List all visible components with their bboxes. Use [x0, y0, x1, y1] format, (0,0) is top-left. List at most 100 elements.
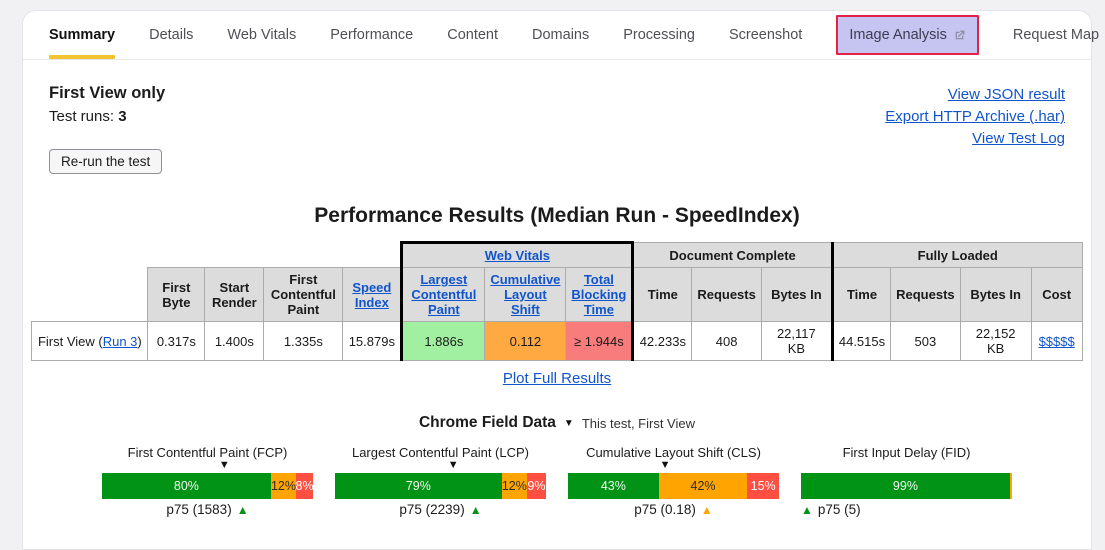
lcp-value: 1.886s — [400, 321, 486, 361]
table-group-header-row: Web Vitals Document Complete Fully Loade… — [32, 241, 1083, 268]
distribution-bar: 43% 42% 15% — [568, 473, 779, 499]
col-total-blocking-time: Total Blocking Time — [565, 267, 635, 322]
distribution-segment-good: 80% — [102, 473, 271, 499]
lcp-distribution-chart: Largest Contentful Paint (LCP) ▼ 79% 12% 9… — [335, 445, 546, 517]
row-label: First View (Run 3) — [31, 321, 149, 361]
tab-label: Performance — [330, 27, 414, 43]
p75-row: p75 (2239) ▲ — [335, 502, 546, 517]
chrome-field-data-header: Chrome Field Data ▼ This test, First Vie… — [23, 414, 1091, 432]
fcp-value: 1.335s — [263, 321, 344, 361]
test-runs-value: 3 — [118, 108, 127, 125]
tab-summary[interactable]: Summary — [49, 11, 116, 59]
tab-label: Web Vitals — [227, 27, 297, 43]
p75-marker-icon: ▲ — [801, 502, 813, 517]
distribution-segment-poor: 9% — [527, 473, 546, 499]
plot-full-results-link[interactable]: Plot Full Results — [502, 370, 612, 387]
col-start-render: Start Render — [204, 267, 265, 322]
p75-label: p75 (0.18) — [634, 502, 696, 517]
fully-loaded-group-header: Fully Loaded — [831, 242, 1083, 268]
results-card: Summary Details Web Vitals Performance C… — [22, 10, 1099, 550]
p75-row: p75 (1583) ▲ — [102, 502, 313, 517]
this-test-marker-icon: ▼ — [447, 459, 459, 471]
p75-row: p75 (0.18) ▲ — [568, 502, 779, 517]
p75-marker-icon: ▲ — [236, 502, 249, 517]
fid-distribution-chart: First Input Delay (FID) 99% ▲ p75 (5) — [801, 445, 1012, 517]
distribution-segment-good: 43% — [568, 473, 659, 499]
field-data-source-selector[interactable]: This test, First View — [581, 415, 696, 431]
tbt-value: ≥ 1.944s — [565, 321, 635, 361]
row-label-prefix: First View ( — [37, 333, 103, 349]
distribution-bar: 79% 12% 9% — [335, 473, 546, 499]
run-3-link[interactable]: Run 3 — [102, 333, 138, 349]
col-first-contentful-paint: First Contentful Paint — [263, 267, 344, 322]
p75-row: ▲ p75 (5) — [801, 502, 1012, 517]
fl-time-value: 44.515s — [831, 321, 892, 361]
distribution-segment-good: 79% — [335, 473, 502, 499]
tab-processing[interactable]: Processing — [623, 11, 695, 59]
spacer-cell — [32, 243, 402, 268]
fcp-distribution-chart: First Contentful Paint (FCP) ▼ 80% 12% 8% … — [102, 445, 314, 517]
tab-label: Screenshot — [728, 27, 803, 43]
tab-performance[interactable]: Performance — [330, 11, 413, 59]
dropdown-caret-icon[interactable]: ▼ — [563, 417, 574, 429]
distribution-bar: 99% — [801, 473, 1012, 499]
chart-title: Cumulative Layout Shift (CLS) — [586, 445, 761, 460]
fl-requests-value: 503 — [890, 321, 961, 361]
distribution-segment-poor: 8% — [296, 473, 314, 499]
distribution-bar: 80% 12% 8% — [102, 473, 314, 499]
view-json-link[interactable]: View JSON result — [947, 86, 1065, 103]
distribution-segment-needs-improvement: 42% — [658, 473, 748, 499]
this-test-marker-icon: ▼ — [659, 459, 671, 471]
web-vitals-link[interactable]: Web Vitals — [484, 248, 550, 263]
tab-label: Content — [447, 27, 499, 43]
tab-screenshot[interactable]: Screenshot — [729, 11, 802, 59]
tab-web-vitals[interactable]: Web Vitals — [227, 11, 296, 59]
tab-label: Image Analysis — [849, 27, 947, 43]
chrome-field-data-title: Chrome Field Data — [418, 414, 556, 431]
tab-domains[interactable]: Domains — [532, 11, 589, 59]
test-info: First View only Test runs: 3 Re-run the … — [49, 84, 165, 174]
first-view-row: First View (Run 3) 0.317s 1.400s 1.335s … — [31, 321, 1083, 361]
dc-requests-value: 408 — [691, 321, 762, 361]
chart-title: Largest Contentful Paint (LCP) — [351, 445, 530, 460]
cls-link[interactable]: Cumulative Layout Shift — [490, 272, 561, 317]
cls-value: 0.112 — [484, 321, 567, 361]
rerun-test-button[interactable]: Re-run the test — [49, 149, 163, 174]
lcp-link[interactable]: Largest Contentful Paint — [411, 272, 477, 317]
p75-label: p75 (5) — [817, 502, 861, 517]
dc-time-value: 42.233s — [632, 321, 693, 361]
this-test-marker-icon: ▼ — [218, 459, 230, 471]
tab-details[interactable]: Details — [149, 11, 193, 59]
performance-results-title: Performance Results (Median Run - SpeedI… — [314, 204, 800, 227]
col-first-byte: First Byte — [147, 267, 206, 322]
external-link-icon — [953, 29, 966, 42]
cls-distribution-chart: Cumulative Layout Shift (CLS) ▼ 43% 42% 15… — [568, 445, 779, 517]
col-largest-contentful-paint: Largest Contentful Paint — [400, 267, 486, 322]
p75-label: p75 (2239) — [399, 502, 465, 517]
tab-label: Details — [149, 27, 194, 43]
speed-index-value: 15.879s — [342, 321, 403, 361]
tab-label: Domains — [532, 27, 590, 43]
tab-request-map[interactable]: Request Map — [1013, 11, 1105, 59]
speed-index-link[interactable]: Speed Index — [352, 279, 392, 310]
view-test-log-link[interactable]: View Test Log — [972, 130, 1065, 147]
row-label-suffix: ) — [137, 333, 142, 349]
cost-link[interactable]: $$$$$ — [1038, 333, 1075, 349]
tab-bar: Summary Details Web Vitals Performance C… — [23, 11, 1099, 60]
tab-label: Request Map — [1012, 27, 1100, 43]
tab-image-analysis[interactable]: Image Analysis — [836, 15, 979, 55]
col-fl-bytes-in: Bytes In — [959, 267, 1032, 322]
tbt-link[interactable]: Total Blocking Time — [571, 272, 627, 317]
col-dc-bytes-in: Bytes In — [760, 267, 834, 322]
quick-links: View JSON result Export HTTP Archive (.h… — [885, 84, 1065, 174]
export-har-link[interactable]: Export HTTP Archive (.har) — [885, 108, 1065, 125]
col-cumulative-layout-shift: Cumulative Layout Shift — [484, 267, 567, 322]
summary-header: First View only Test runs: 3 Re-run the … — [23, 60, 1091, 174]
distribution-segment-needs-improvement — [1009, 473, 1012, 499]
start-render-value: 1.400s — [204, 321, 265, 361]
first-view-only-label: First View only — [49, 84, 166, 102]
tab-label: Processing — [623, 27, 695, 43]
spacer-cell — [32, 268, 148, 322]
cwv-charts: First Contentful Paint (FCP) ▼ 80% 12% 8% … — [23, 445, 1091, 517]
tab-content[interactable]: Content — [447, 11, 498, 59]
